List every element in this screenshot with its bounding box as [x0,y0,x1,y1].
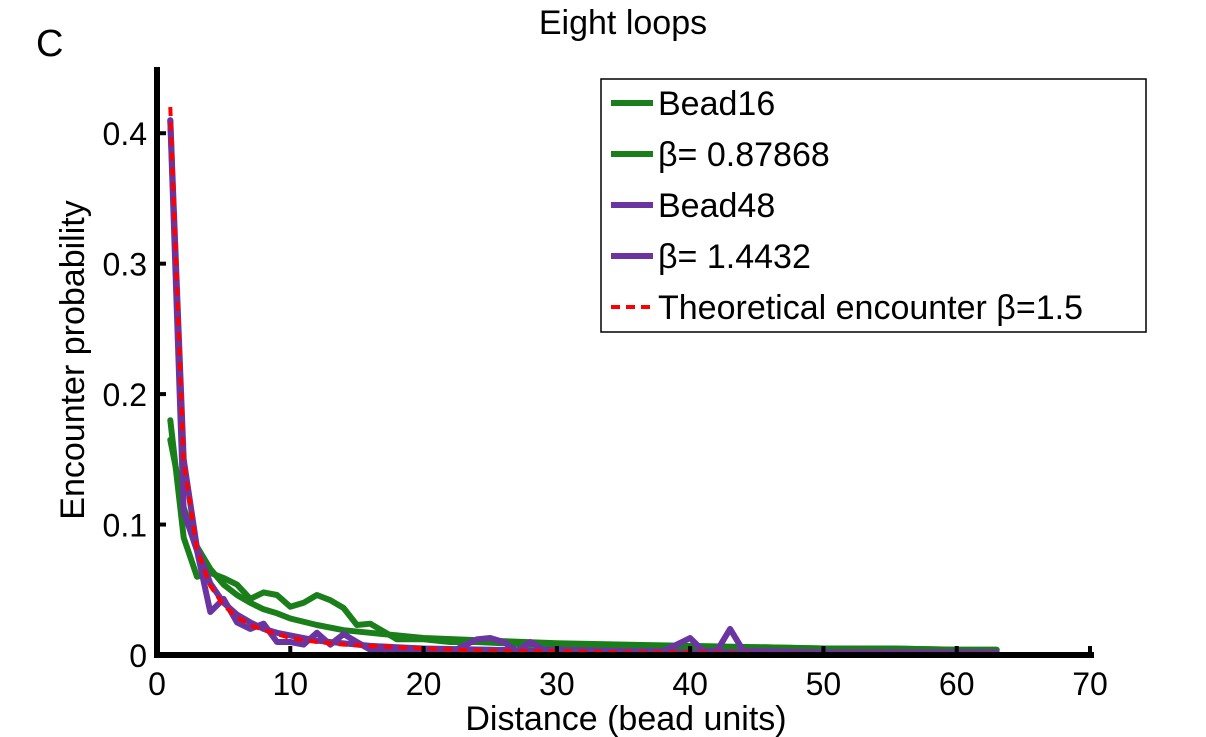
series-line-5 [168,107,997,656]
y-tick-label: 0.3 [103,247,147,283]
x-axis-ticks: 0 10 20 30 40 50 60 70 [148,646,1108,702]
x-tick-label: 0 [148,666,166,702]
x-tick-label: 40 [672,666,708,702]
series-line-1 [167,417,1000,653]
x-tick-label: 30 [539,666,575,702]
legend-label-5: Theoretical encounter β=1.5 [658,289,1083,327]
y-axis-title: Encounter probability [54,200,92,519]
y-tick-label: 0 [129,638,147,674]
y-axis-ticks: 0 0.1 0.2 0.3 0.4 [103,116,166,674]
x-tick-label: 60 [939,666,975,702]
series-line-2 [167,436,1000,653]
x-tick-label: 70 [1072,666,1108,702]
legend-label-2: β= 0.87868 [658,136,830,174]
legend-label-3: Bead48 [658,187,775,225]
chart-title: Eight loops [539,4,707,42]
x-tick-label: 10 [272,666,308,702]
y-tick-label: 0.2 [103,377,147,413]
legend-label-1: Bead16 [658,85,775,123]
x-tick-label: 20 [406,666,442,702]
y-tick-label: 0.4 [103,116,147,152]
x-tick-label: 50 [806,666,842,702]
legend-label-4: β= 1.4432 [658,238,811,276]
y-tick-label: 0.1 [103,508,147,544]
legend: Bead16 β= 0.87868 Bead48 β= 1.4432 Theoretic… [600,78,1147,333]
panel-label: C [36,23,63,65]
x-axis-title: Distance (bead units) [465,700,786,737]
legend-box [600,78,1147,333]
